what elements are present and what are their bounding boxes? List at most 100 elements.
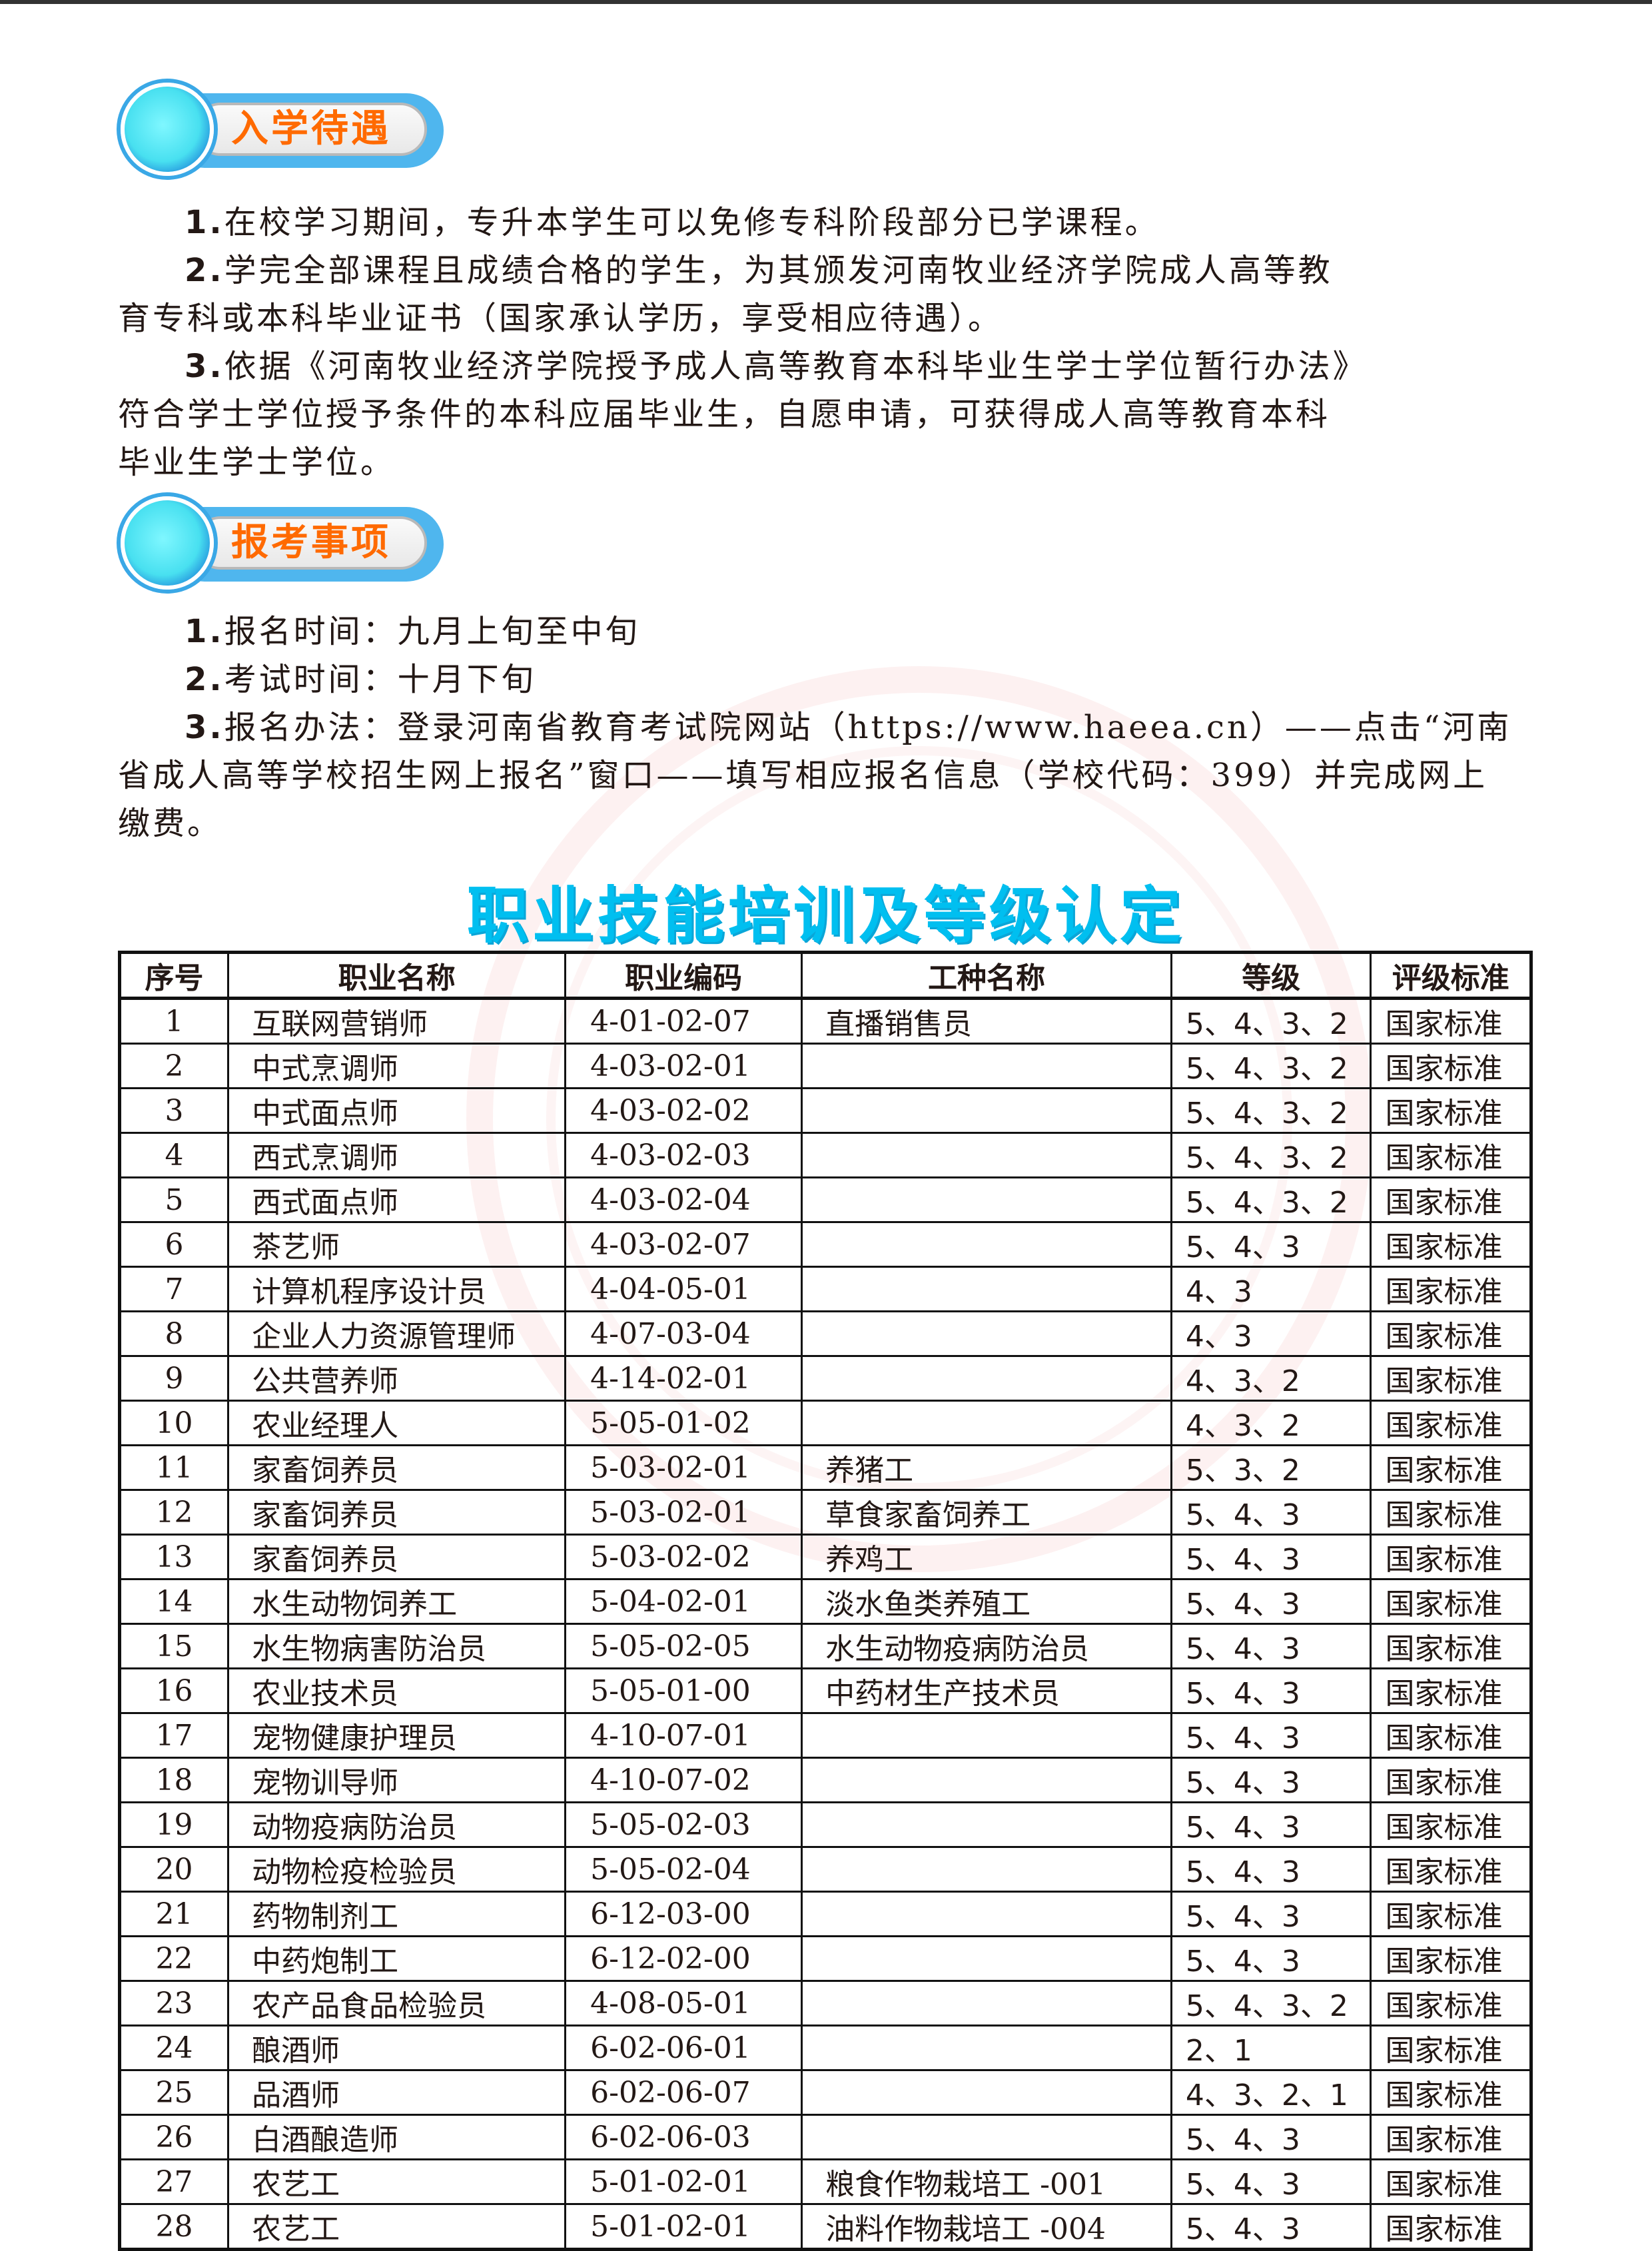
table-cell [801, 1310, 1172, 1357]
skills-table: 序号 职业名称 职业编码 工种名称 等级 评级标准 1 互联网营销师 4-01-02-07 直播… [118, 951, 1533, 2251]
table-cell: 动物检疫检验员 [227, 1846, 567, 1893]
table-row: 19 动物疫病防治员 5-05-02-03 5、4、3 国家标准 [118, 1801, 1532, 1848]
table-row: 7 计算机程序设计员 4-04-05-01 4、3 国家标准 [118, 1266, 1532, 1312]
table-cell: 农业技术员 [227, 1667, 567, 1714]
line-text: 在校学习期间，专升本学生可以免修专科阶段部分已学课程。 [224, 204, 1160, 241]
table-row: 17 宠物健康护理员 4-10-07-01 5、4、3 国家标准 [118, 1712, 1532, 1759]
table-cell: 国家标准 [1370, 1801, 1532, 1848]
table-cell: 5、4、3 [1170, 1667, 1372, 1714]
table-cell: 4、3 [1170, 1266, 1372, 1312]
table-cell: 4-03-02-01 [564, 1043, 803, 1089]
item-number: 1. [185, 204, 224, 241]
table-cell: 25 [118, 2069, 230, 2116]
table-row: 23 农产品食品检验员 4-08-05-01 5、4、3、2 国家标准 [118, 1980, 1532, 2026]
table-cell: 23 [118, 1980, 230, 2026]
table-cell: 农艺工 [227, 2203, 567, 2250]
table-cell [801, 1846, 1172, 1893]
table-cell: 国家标准 [1370, 1444, 1532, 1491]
table-cell: 直播销售员 [801, 997, 1172, 1045]
table-cell: 茶艺师 [227, 1221, 567, 1268]
table-cell: 家畜饲养员 [227, 1444, 567, 1491]
line-text: 学完全部课程且成绩合格的学生，为其颁发河南牧业经济学院成人高等教 [224, 252, 1333, 289]
table-cell: 水生动物疫病防治员 [801, 1623, 1172, 1669]
line-text: 报名时间：九月上旬至中旬 [224, 613, 640, 650]
column-header: 评级标准 [1370, 951, 1532, 1000]
table-cell: 5、4、3、2 [1170, 1176, 1372, 1223]
table-cell: 6-02-06-03 [564, 2114, 803, 2160]
table-cell: 22 [118, 1935, 230, 1982]
table-cell: 16 [118, 1667, 230, 1714]
table-row: 6 茶艺师 4-03-02-07 5、4、3 国家标准 [118, 1221, 1532, 1268]
table-cell [801, 1132, 1172, 1178]
table-row: 21 药物制剂工 6-12-03-00 5、4、3 国家标准 [118, 1891, 1532, 1937]
table-cell: 5、4、3、2 [1170, 1043, 1372, 1089]
table-cell: 农产品食品检验员 [227, 1980, 567, 2026]
table-cell: 5、4、3 [1170, 1221, 1372, 1268]
table-cell: 4-04-05-01 [564, 1266, 803, 1312]
table-cell: 18 [118, 1757, 230, 1803]
table-cell: 国家标准 [1370, 1266, 1532, 1312]
table-cell: 4-08-05-01 [564, 1980, 803, 2026]
table-cell: 国家标准 [1370, 1087, 1532, 1134]
table-cell: 国家标准 [1370, 1846, 1532, 1893]
table-cell: 4-07-03-04 [564, 1310, 803, 1357]
table-cell: 药物制剂工 [227, 1891, 567, 1937]
table-cell: 5、4、3 [1170, 1489, 1372, 1536]
table-cell: 中式面点师 [227, 1087, 567, 1134]
table-cell: 国家标准 [1370, 2025, 1532, 2071]
table-cell: 5-05-01-00 [564, 1667, 803, 1714]
table-cell: 5、4、3、2 [1170, 997, 1372, 1045]
table-cell: 5、4、3、2 [1170, 1087, 1372, 1134]
line-text: 符合学士学位授予条件的本科应届毕业生，自愿申请，可获得成人高等教育本科 [118, 396, 1331, 433]
table-cell: 20 [118, 1846, 230, 1893]
badge-label: 报考事项 [231, 521, 391, 564]
table-cell: 家畜饲养员 [227, 1534, 567, 1580]
table-cell: 6 [118, 1221, 230, 1268]
table-cell: 6-02-06-01 [564, 2025, 803, 2071]
table-cell [801, 1355, 1172, 1402]
table-cell: 5-03-02-02 [564, 1534, 803, 1580]
paragraph-line: 1.报名时间：九月上旬至中旬 [118, 608, 1543, 656]
table-cell: 4、3、2 [1170, 1400, 1372, 1446]
table-cell: 品酒师 [227, 2069, 567, 2116]
paragraph-line: 毕业生学士学位。 [118, 438, 1543, 486]
table-header-row: 序号 职业名称 职业编码 工种名称 等级 评级标准 [118, 951, 1532, 1000]
table-cell: 21 [118, 1891, 230, 1937]
section2-text: 1.报名时间：九月上旬至中旬 2.考试时间：十月下旬 3.报名办法：登录河南省教育考… [118, 608, 1543, 847]
table-cell: 12 [118, 1489, 230, 1536]
table-cell [801, 1801, 1172, 1848]
table-cell: 5、4、3 [1170, 1534, 1372, 1580]
table-row: 28 农艺工 5-01-02-01 油料作物栽培工 -004 5、4、3 国家标准 [118, 2203, 1532, 2250]
table-row: 18 宠物训导师 4-10-07-02 5、4、3 国家标准 [118, 1757, 1532, 1803]
table-cell: 国家标准 [1370, 2069, 1532, 2116]
table-cell: 国家标准 [1370, 1132, 1532, 1178]
table-cell: 3 [118, 1087, 230, 1134]
table-cell: 5、4、3 [1170, 1935, 1372, 1982]
item-number: 2. [185, 661, 224, 698]
table-row: 15 水生物病害防治员 5-05-02-05 水生动物疫病防治员 5、4、3 国家标准 [118, 1623, 1532, 1669]
line-text: 省成人高等学校招生网上报名”窗口——填写相应报名信息（学校代码：399）并完成网… [118, 757, 1488, 794]
table-cell: 5-01-02-01 [564, 2158, 803, 2205]
table-cell: 粮食作物栽培工 -001 [801, 2158, 1172, 2205]
table-cell: 2 [118, 1043, 230, 1089]
table-row: 12 家畜饲养员 5-03-02-01 草食家畜饲养工 5、4、3 国家标准 [118, 1489, 1532, 1536]
paragraph-line: 2.考试时间：十月下旬 [118, 656, 1543, 703]
table-row: 26 白酒酿造师 6-02-06-03 5、4、3 国家标准 [118, 2114, 1532, 2160]
table-cell: 国家标准 [1370, 1534, 1532, 1580]
table-cell: 淡水鱼类养殖工 [801, 1578, 1172, 1625]
table-cell: 国家标准 [1370, 1221, 1532, 1268]
table-cell: 4-03-02-07 [564, 1221, 803, 1268]
table-cell [801, 1266, 1172, 1312]
table-cell: 4-10-07-01 [564, 1712, 803, 1759]
table-cell: 西式面点师 [227, 1176, 567, 1223]
table-row: 20 动物检疫检验员 5-05-02-04 5、4、3 国家标准 [118, 1846, 1532, 1893]
table-cell: 中药炮制工 [227, 1935, 567, 1982]
table-cell: 水生物病害防治员 [227, 1623, 567, 1669]
table-cell: 1 [118, 997, 230, 1045]
table-cell: 白酒酿造师 [227, 2114, 567, 2160]
table-cell: 农艺工 [227, 2158, 567, 2205]
table-cell: 5-05-02-04 [564, 1846, 803, 1893]
table-row: 10 农业经理人 5-05-01-02 4、3、2 国家标准 [118, 1400, 1532, 1446]
table-cell: 公共营养师 [227, 1355, 567, 1402]
table-cell: 5-03-02-01 [564, 1489, 803, 1536]
